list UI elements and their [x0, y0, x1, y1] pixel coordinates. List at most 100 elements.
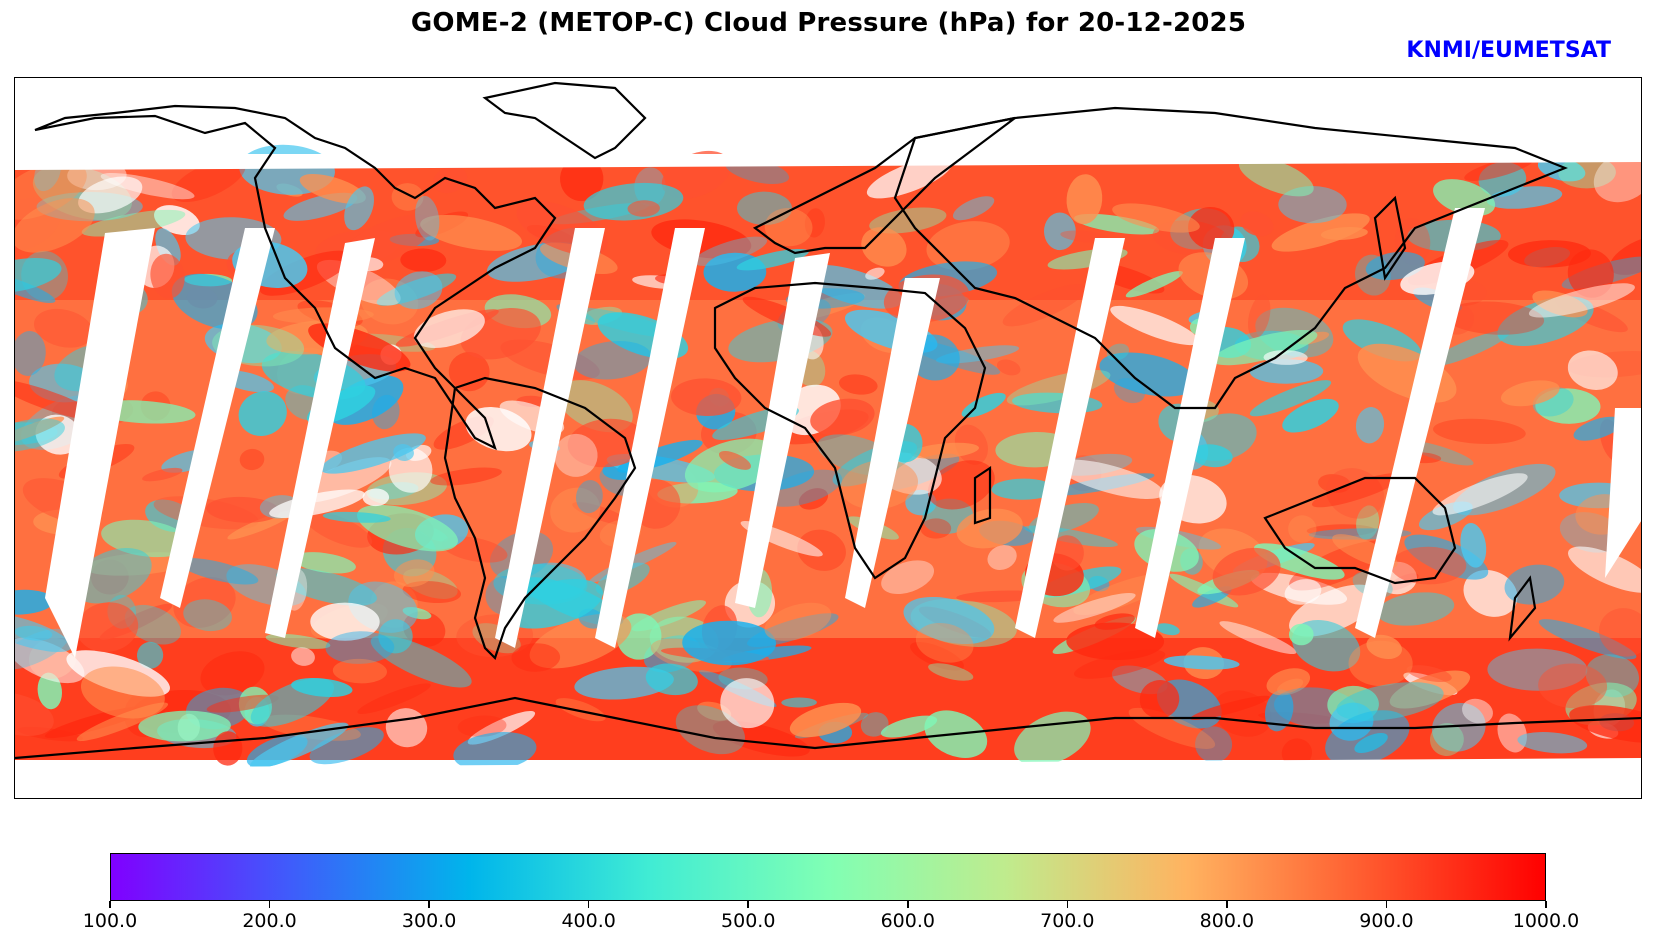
cloud-blob	[393, 559, 435, 588]
cloud-blob	[1504, 564, 1565, 605]
cloud-blob	[928, 663, 974, 681]
cloud-blob	[15, 379, 101, 421]
cloud-blob	[291, 677, 353, 698]
cloud-blob	[183, 599, 232, 632]
cloud-blob	[430, 467, 502, 486]
cloud-blob	[249, 722, 349, 769]
cloud-blob	[1073, 649, 1166, 679]
colorbar-tick	[1545, 901, 1547, 908]
cloud-blob	[865, 267, 885, 280]
cloud-blob	[1050, 535, 1084, 571]
chart-title: GOME-2 (METOP-C) Cloud Pressure (hPa) fo…	[410, 8, 1247, 38]
cloud-blob	[309, 727, 384, 765]
cloud-blob	[693, 236, 768, 266]
cloud-blob	[1112, 203, 1200, 233]
cloud-blob	[765, 469, 843, 507]
cloud-blob	[1264, 689, 1294, 732]
cloud-blob	[991, 478, 1056, 500]
cloud-blob	[238, 391, 287, 436]
cloud-blob	[1066, 622, 1165, 661]
cloud-blob	[1156, 623, 1180, 636]
cloud-blob	[718, 450, 752, 470]
cloud-blob	[304, 511, 373, 548]
orbit-gap	[1605, 408, 1641, 578]
north-america-coast	[34, 104, 557, 451]
cloud-blob	[903, 596, 995, 645]
cloud-blob	[1306, 524, 1376, 537]
cloud-blob	[1219, 621, 1297, 655]
south-america-coast	[443, 376, 637, 661]
cloud-blob	[1276, 678, 1304, 694]
cloud-blob	[1263, 350, 1308, 365]
cloud-blob	[1508, 240, 1591, 268]
colorbar-tick	[587, 901, 590, 908]
map-panel	[14, 77, 1642, 799]
cloud-blob	[1598, 608, 1641, 657]
new-zealand-coast	[1508, 575, 1537, 642]
cloud-blob	[80, 666, 165, 719]
cloud-blob	[1390, 546, 1467, 585]
cloud-blob	[124, 604, 181, 645]
cloud-blob	[294, 457, 392, 503]
cloud-blob	[720, 678, 775, 729]
cloud-blob	[671, 378, 742, 417]
cloud-blob	[1463, 569, 1518, 617]
cloud-blob	[1212, 329, 1318, 366]
cloud-blob	[1266, 668, 1311, 696]
cloud-blob	[1212, 547, 1281, 596]
cloud-blob	[996, 359, 1021, 376]
cloud-blob	[453, 732, 537, 771]
cloud-blob	[555, 698, 606, 722]
cloud-blob	[645, 663, 698, 696]
orbit-gap	[735, 253, 830, 608]
orbit-gap	[15, 758, 1641, 798]
cloud-blob	[789, 702, 862, 738]
orbit-gap	[595, 228, 705, 648]
cloud-blob	[177, 557, 259, 585]
cloud-blob	[34, 308, 93, 348]
cloud-blob	[457, 715, 507, 737]
antarctica-coast	[15, 696, 1641, 760]
cloud-blob	[1289, 623, 1314, 646]
cloud-blob	[869, 207, 947, 234]
cloud-blob	[1538, 619, 1637, 660]
madagascar-coast	[973, 465, 992, 525]
cloud-blob	[15, 198, 95, 253]
cloud-blob	[265, 633, 331, 649]
cloud-blob	[839, 374, 878, 395]
cloud-blob	[344, 186, 375, 231]
colorbar-tick	[1226, 901, 1228, 908]
cloud-blob	[764, 602, 832, 641]
colorbar-tick-label: 100.0	[82, 910, 138, 932]
orbit-gap	[1135, 238, 1245, 638]
cloud-blob	[76, 602, 139, 653]
cloud-blob	[1336, 682, 1444, 721]
cloud-blob	[1238, 156, 1314, 197]
cloud-blob	[810, 398, 875, 436]
cloud-blob	[910, 642, 964, 671]
cloud-blob	[920, 518, 952, 539]
cloud-blob	[1002, 284, 1087, 327]
orbit-gap	[160, 228, 275, 608]
colorbar-tick-label: 800.0	[1199, 910, 1255, 932]
cloud-blob	[1325, 710, 1410, 766]
orbit-gap	[265, 238, 375, 638]
cloud-blob	[1253, 543, 1345, 580]
cloud-blob	[1326, 468, 1385, 519]
cloud-blob	[1043, 212, 1076, 251]
cloud-blob	[1593, 152, 1641, 203]
cloud-blob	[504, 579, 603, 629]
colorbar-tick-label: 500.0	[721, 910, 776, 932]
cloud-blob	[78, 176, 143, 214]
orbit-gaps	[15, 154, 1641, 798]
colorbar-tick-label: 400.0	[561, 910, 616, 932]
cloud-blob	[956, 508, 1023, 549]
cloud-blob	[200, 651, 265, 696]
cloud-blob	[1311, 473, 1404, 508]
cloud-blob	[1288, 515, 1317, 543]
cloud-blob	[1114, 378, 1145, 404]
cloud-blob	[138, 710, 231, 742]
asia-coast	[893, 106, 1568, 410]
cloud-blob	[866, 157, 953, 199]
cloud-blob	[1538, 663, 1608, 709]
